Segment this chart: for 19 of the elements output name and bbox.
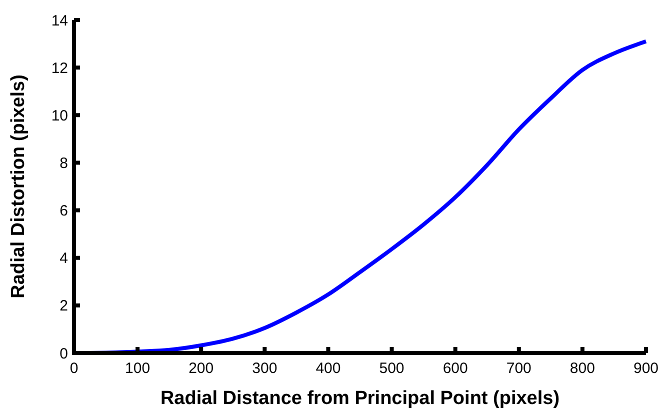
y-tick-label: 4	[60, 250, 68, 268]
x-tick-label: 200	[188, 360, 214, 377]
x-tick-label: 300	[252, 360, 278, 377]
x-tick-label: 100	[125, 360, 150, 377]
x-tick-label: 800	[570, 360, 595, 377]
y-tick-label: 6	[60, 202, 68, 220]
x-tick-label: 900	[633, 360, 659, 377]
y-axis-title: Radial Distortion (pixels)	[8, 74, 29, 298]
x-axis-title: Radial Distance from Principal Point (pixels)	[160, 388, 560, 409]
y-tick-label: 8	[60, 154, 68, 172]
x-tick-label: 600	[442, 360, 468, 377]
y-tick-label: 2	[60, 298, 68, 315]
x-tick-label: 700	[506, 360, 532, 377]
y-tick-label: 10	[51, 107, 68, 124]
y-tick-label: 0	[60, 345, 68, 362]
x-tick-label: 400	[316, 360, 341, 377]
x-tick-label: 500	[379, 360, 404, 377]
y-tick-label: 14	[51, 12, 68, 30]
y-tick-label: 12	[51, 60, 68, 77]
